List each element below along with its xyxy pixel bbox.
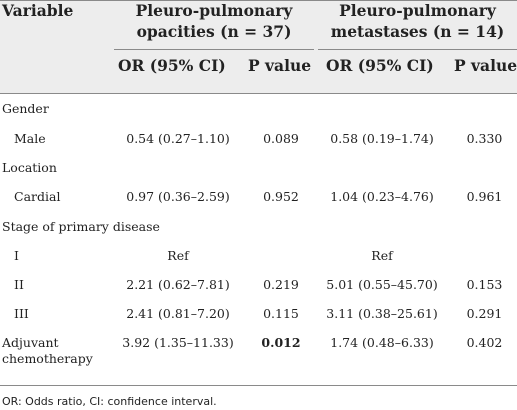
row-variable: Cardial [14,189,61,204]
cell-or-ci-2: 5.01 (0.55–45.70) [326,277,438,292]
header-group2-line2: metastases (n = 14) [330,22,505,41]
top-rule [0,0,517,1]
cell-or-ci-1: 3.92 (1.35–11.33) [122,335,234,350]
header-group2-line1: Pleuro-pulmonary [339,1,496,20]
cell-or-ci-1: 2.21 (0.62–7.81) [126,277,230,292]
cell-p-2: 0.153 [466,277,503,292]
cell-p-2: 0.402 [466,335,503,350]
row-variable: Location [2,160,57,175]
row-variable: Male [14,131,46,146]
cell-p-1: 0.089 [263,131,299,146]
row-variable: Gender [2,101,49,116]
header-p-2: P value [454,56,517,75]
cell-p-1: 0.219 [263,277,299,292]
header-group1-line2: opacities (n = 37) [136,22,292,41]
cell-p-2: 0.330 [466,131,503,146]
row-variable: III [14,306,29,321]
cell-or-ci-1: 0.54 (0.27–1.10) [126,131,230,146]
cell-or-ci-1: 2.41 (0.81–7.20) [126,306,230,321]
header-or-ci-1: OR (95% CI) [118,56,226,75]
cell-p-1: 0.012 [261,335,301,350]
cell-or-ci-2: 0.58 (0.19–1.74) [330,131,434,146]
cell-p-2: 0.961 [466,189,503,204]
header-or-ci-2: OR (95% CI) [326,56,434,75]
cell-or-ci-1: 0.97 (0.36–2.59) [126,189,230,204]
table-bottom-rule [0,385,517,386]
footnote: OR: Odds ratio, CI: confidence interval. [2,395,217,408]
row-variable: II [14,277,24,292]
row-variable: Stage of primary disease [2,219,160,234]
header-p-1: P value [248,56,312,75]
cell-or-ci-2: 1.74 (0.48–6.33) [330,335,434,350]
cell-p-1: 0.952 [263,189,299,204]
group2-underline [318,49,517,50]
cell-or-ci-2: 3.11 (0.38–25.61) [326,306,438,321]
table-header-band [0,0,517,93]
row-variable: I [14,248,19,263]
header-group1-line1: Pleuro-pulmonary [135,1,293,20]
header-variable: Variable [2,1,74,20]
cell-or-ci-2: Ref [371,248,393,263]
header-bottom-rule [0,93,517,94]
group1-underline [114,49,314,50]
cell-or-ci-2: 1.04 (0.23–4.76) [330,189,434,204]
cell-p-1: 0.115 [263,306,299,321]
row-variable: Adjuvant [2,335,59,350]
row-variable-line2: chemotherapy [2,351,93,366]
cell-or-ci-1: Ref [167,248,189,263]
cell-p-2: 0.291 [466,306,503,321]
